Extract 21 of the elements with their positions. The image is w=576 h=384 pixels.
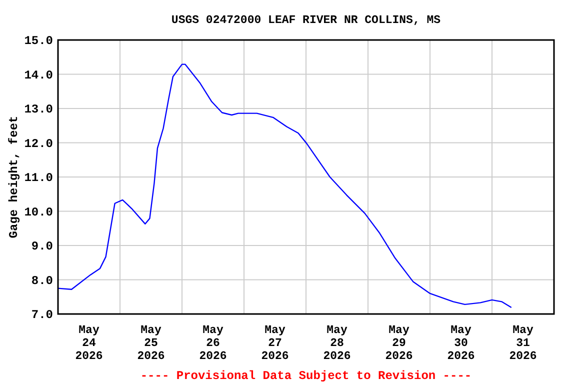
x-tick-label: May 30 2026 (447, 324, 475, 363)
y-tick-label: 14.0 (24, 68, 53, 82)
y-tick-label: 11.0 (24, 171, 53, 186)
y-tick-label: 9.0 (31, 240, 53, 254)
y-tick-label: 15.0 (24, 34, 53, 48)
y-tick-label: 12.0 (24, 136, 53, 151)
x-tick-label: May 31 2026 (509, 324, 537, 363)
y-tick-label: 10.0 (24, 205, 53, 220)
y-tick-label: 7.0 (31, 308, 53, 322)
x-tick-label: May 28 2026 (323, 324, 351, 363)
line-series (57, 64, 512, 308)
x-tick-label: May 24 2026 (75, 324, 103, 363)
x-tick-label: May 27 2026 (261, 324, 289, 363)
chart-title: USGS 02472000 LEAF RIVER NR COLLINS, MS (171, 14, 441, 27)
x-tick-label: May 26 2026 (199, 324, 227, 363)
y-tick-label: 8.0 (31, 274, 53, 288)
y-tick-label: 13.0 (24, 102, 53, 117)
x-tick-label: May 25 2026 (137, 324, 165, 363)
x-tick-label: May 29 2026 (385, 324, 413, 363)
y-axis-title: Gage height, feet (7, 116, 21, 238)
text: ---- Provisional Data Subject to Revision ---- (140, 369, 472, 383)
